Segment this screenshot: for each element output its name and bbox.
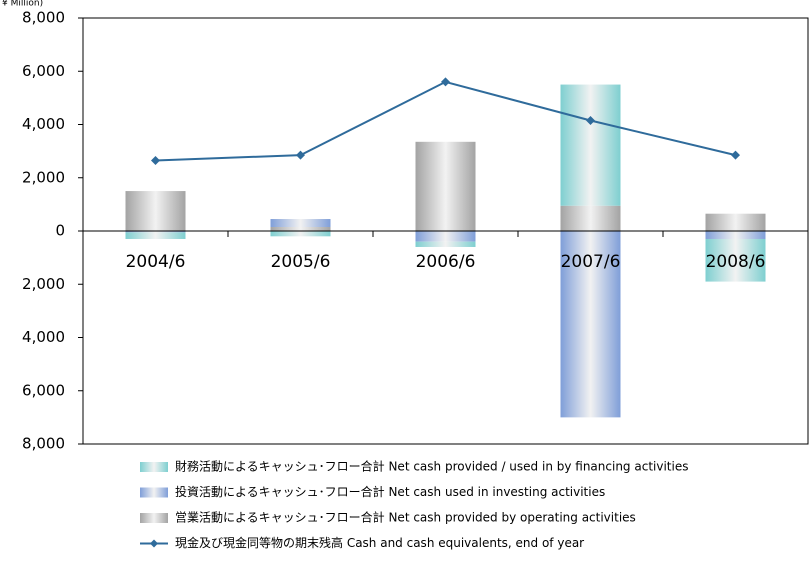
x-tick-label: 2008/6: [706, 252, 766, 272]
y-tick-label: 8,000: [22, 9, 65, 27]
bar: [560, 231, 621, 418]
bar: [125, 231, 186, 233]
bar: [705, 213, 766, 231]
legend-label: 現金及び現金同等物の期末残高 Cash and cash equivalents…: [175, 535, 584, 550]
x-tick-label: 2004/6: [126, 252, 186, 272]
bar: [415, 241, 476, 247]
y-tick-label: 8,000: [22, 435, 65, 453]
bar: [560, 205, 621, 231]
legend-swatch: [140, 513, 168, 523]
legend-label: 営業活動によるキャッシュ･フロー合計 Net cash provided by …: [175, 510, 636, 525]
y-tick-label: 2,000: [22, 168, 65, 186]
legend-swatch: [140, 487, 168, 498]
x-tick-label: 2005/6: [271, 252, 331, 272]
bar: [415, 141, 476, 231]
marker: [441, 77, 450, 87]
bar: [270, 231, 331, 237]
bar: [415, 231, 476, 242]
bar: [560, 84, 621, 206]
y-axis-label: ¥ Million): [2, 0, 43, 9]
y-tick-label: 2,000: [22, 275, 65, 293]
marker: [151, 155, 160, 165]
y-tick-label: 4,000: [22, 115, 65, 133]
y-tick-label: 4,000: [22, 328, 65, 346]
bar: [270, 219, 331, 228]
legend-swatch: [140, 462, 168, 472]
bar: [270, 227, 331, 231]
legend-label: 財務活動によるキャッシュ･フロー合計 Net cash provided / u…: [175, 459, 688, 474]
y-tick-label: 0: [55, 222, 65, 240]
y-tick-label: 6,000: [22, 62, 65, 80]
x-tick-label: 2006/6: [416, 252, 476, 272]
y-tick-label: 6,000: [22, 381, 65, 399]
bar: [125, 191, 186, 231]
bar: [125, 232, 186, 239]
bar: [705, 238, 766, 282]
x-tick-label: 2007/6: [561, 252, 621, 272]
legend-label: 投資活動によるキャッシュ･フロー合計 Net cash used in inve…: [175, 484, 605, 499]
legend-marker: [150, 539, 158, 548]
marker: [586, 116, 595, 126]
marker: [731, 150, 740, 160]
bar: [705, 231, 766, 239]
marker: [296, 150, 305, 160]
